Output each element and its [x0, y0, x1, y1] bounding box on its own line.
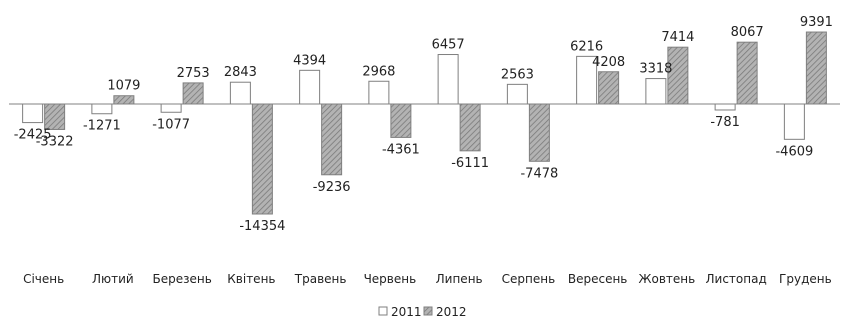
- category-label-7: Серпень: [502, 272, 556, 286]
- value-labels-layer: -2425-3322 -1271 1079 -1077 2753 2843 -14354 43…: [14, 15, 833, 234]
- bar-2011-1: [91, 103, 113, 115]
- bar-2011-9: [645, 78, 667, 105]
- category-label-11: Грудень: [779, 272, 832, 286]
- bar-2011-10: [714, 103, 736, 111]
- bar-2011-4: [299, 69, 321, 105]
- legend-label-2011: 2011: [391, 305, 422, 319]
- legend-swatch-2011: [378, 306, 388, 316]
- legend-label-2012: 2012: [436, 305, 467, 319]
- bar-2012-1: [113, 95, 135, 105]
- bar-2012-0: [44, 103, 66, 130]
- data-label-2012-0: -3322: [36, 134, 74, 149]
- bar-2011-0: [22, 103, 44, 124]
- bar-2011-3: [229, 81, 251, 105]
- bar-2012-4: [321, 103, 343, 176]
- data-label-2012-10: 8067: [731, 25, 764, 40]
- data-label-2011-4: 4394: [293, 53, 326, 68]
- category-label-4: Травень: [294, 272, 347, 286]
- category-label-6: Липень: [436, 272, 483, 286]
- bar-2012-6: [459, 103, 481, 152]
- data-label-2012-6: -6111: [451, 156, 489, 171]
- category-label-10: Листопад: [706, 272, 767, 286]
- data-label-2011-2: -1077: [152, 117, 190, 132]
- data-label-2012-7: -7478: [520, 166, 558, 181]
- data-label-2011-3: 2843: [224, 65, 257, 80]
- data-label-2011-1: -1271: [83, 119, 121, 134]
- data-label-2011-8: 6216: [570, 39, 603, 54]
- data-label-2012-4: -9236: [313, 180, 351, 195]
- bar-2011-6: [437, 54, 459, 105]
- category-label-9: Жовтень: [639, 272, 696, 286]
- bar-2011-5: [368, 80, 390, 105]
- data-label-2012-11: 9391: [800, 15, 833, 30]
- bar-2012-10: [736, 41, 758, 105]
- data-label-2011-5: 2968: [362, 64, 395, 79]
- data-label-2012-2: 2753: [177, 66, 210, 81]
- category-label-8: Вересень: [568, 272, 628, 286]
- data-label-2011-10: -781: [710, 115, 740, 130]
- category-label-0: Січень: [23, 272, 64, 286]
- data-label-2011-9: 3318: [639, 62, 672, 77]
- bars-layer: [22, 31, 827, 215]
- data-label-2012-5: -4361: [382, 142, 420, 157]
- category-label-5: Червень: [364, 272, 417, 286]
- data-label-2012-1: 1079: [107, 79, 140, 94]
- category-label-2: Березень: [152, 272, 211, 286]
- data-label-2012-9: 7414: [661, 30, 694, 45]
- bar-2012-3: [251, 103, 273, 215]
- category-label-3: Квітень: [227, 272, 275, 286]
- data-label-2011-6: 6457: [432, 38, 465, 53]
- data-label-2012-3: -14354: [239, 219, 285, 234]
- bar-2012-5: [390, 103, 412, 138]
- legend-swatch-2012: [423, 306, 433, 316]
- bar-2011-2: [160, 103, 182, 113]
- category-label-1: Лютий: [92, 272, 134, 286]
- bar-2011-7: [506, 83, 528, 105]
- data-label-2011-7: 2563: [501, 67, 534, 82]
- data-label-2011-11: -4609: [775, 144, 813, 159]
- legend: 2011 2012: [378, 305, 467, 319]
- data-label-2011-0: -2425: [14, 128, 52, 143]
- category-labels-layer: Січень Лютий Березень Квітень Травень Червень…: [23, 272, 832, 286]
- data-label-2012-8: 4208: [592, 55, 625, 70]
- bar-2012-7: [528, 103, 550, 162]
- bar-2011-11: [783, 103, 805, 140]
- bar-2012-11: [805, 31, 827, 105]
- bar-2012-2: [182, 82, 204, 105]
- bar-2012-8: [598, 71, 620, 105]
